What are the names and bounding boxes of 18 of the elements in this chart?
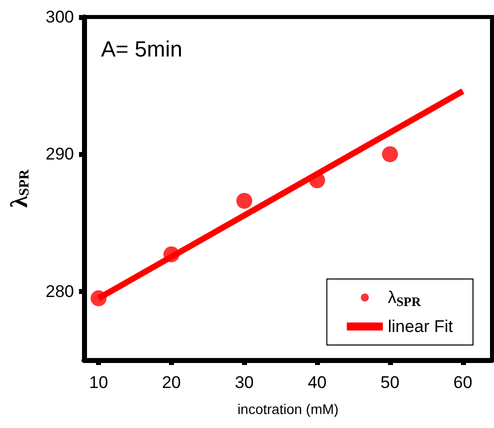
x-axis-title: incotration (mM) [237,401,339,417]
x-tick-label: 20 [162,373,181,392]
point [236,192,252,209]
y-tick-label: 290 [46,144,74,164]
point [90,290,107,306]
point [309,172,326,188]
x-tick-label: 50 [380,373,400,392]
legend-label: linear Fit [388,317,454,336]
x-tick-label: 30 [234,373,254,392]
y-tick-label: 300 [46,8,74,26]
y-axis-title: λSPR [7,168,33,208]
x-tick-label: 60 [453,373,472,392]
y-tick-label: 280 [46,282,74,301]
point [163,246,180,262]
annotation: A= 5min [101,36,182,62]
x-tick-label: 10 [89,373,108,392]
x-tick-label: 40 [308,373,327,392]
point [382,146,398,162]
